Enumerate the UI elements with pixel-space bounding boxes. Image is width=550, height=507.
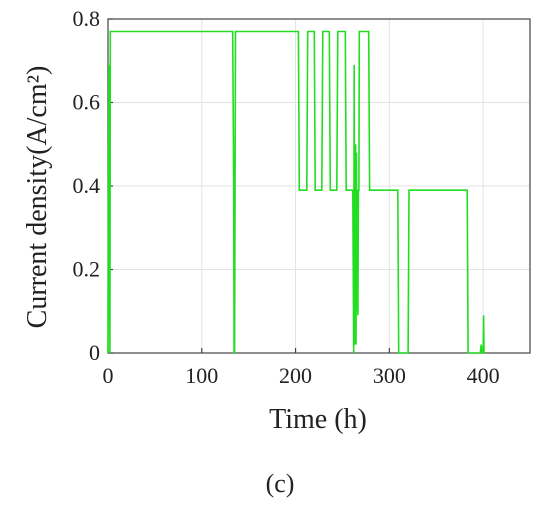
x-tick-label: 100 [185, 363, 218, 388]
series-layer [107, 30, 485, 354]
y-tick-label: 0.8 [73, 6, 101, 31]
y-tick-label: 0.6 [73, 90, 101, 115]
y-tick-label: 0 [89, 340, 100, 365]
tick-labels: 0 100 200 300 400 0 0.2 0.4 0.6 0.8 [73, 6, 500, 388]
x-axis-title: Time (h) [269, 404, 367, 435]
x-tick-label: 300 [373, 363, 406, 388]
x-tick-label: 0 [103, 363, 114, 388]
y-tick-label: 0.2 [73, 257, 101, 282]
x-tick-label: 200 [279, 363, 312, 388]
panel-label: (c) [266, 469, 295, 498]
x-tick-label: 400 [467, 363, 500, 388]
series-line [107, 30, 485, 354]
grid [108, 18, 530, 353]
y-tick-label: 0.4 [73, 173, 101, 198]
y-axis-title: Current density(A/cm²) [22, 66, 53, 329]
